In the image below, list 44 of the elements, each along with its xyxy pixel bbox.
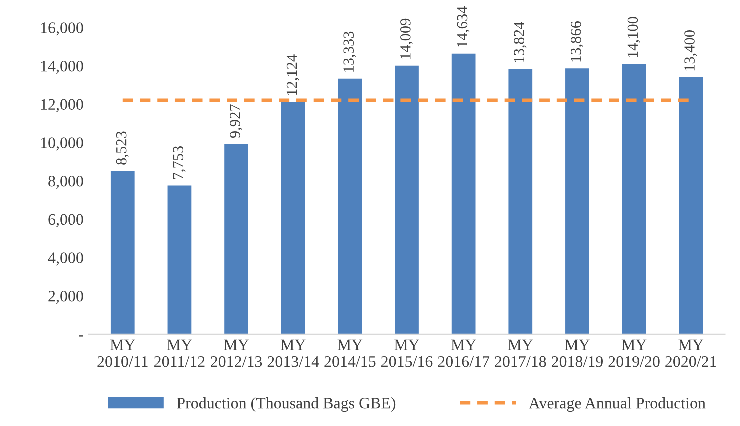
y-tick-label: 16,000	[41, 22, 84, 36]
legend-label: Production (Thousand Bags GBE)	[177, 398, 396, 412]
y-tick-label: 12,000	[41, 99, 84, 112]
x-tick-label: MY 2016/17	[438, 340, 490, 368]
data-label: 14,634	[457, 6, 470, 47]
x-tick-label: MY 2017/18	[495, 340, 546, 368]
x-tick-label: MY 2020/21	[666, 340, 716, 368]
y-tick-label: -	[79, 336, 84, 337]
y-tick-label: 10,000	[41, 138, 84, 151]
bar	[281, 102, 306, 334]
bar	[679, 78, 704, 334]
y-tick-label: 8,000	[48, 176, 84, 190]
bar	[168, 186, 192, 334]
x-tick-label: MY 2019/20	[608, 340, 660, 368]
data-label: 13,824	[514, 22, 527, 63]
data-label: 12,124	[286, 54, 300, 96]
data-label: 7,753	[173, 146, 186, 180]
bar	[224, 144, 248, 334]
x-tick-label: MY 2013/14	[268, 340, 320, 368]
bar	[566, 68, 590, 334]
data-label: 14,100	[628, 17, 640, 58]
x-tick-label: MY 2015/16	[382, 340, 433, 368]
bar	[395, 66, 419, 334]
y-tick-label: 4,000	[48, 252, 84, 266]
bar	[110, 171, 135, 334]
y-tick-label: 6,000	[48, 214, 84, 228]
x-tick-label: MY 2010/11	[98, 340, 148, 368]
x-tick-label: MY 2011/12	[154, 340, 205, 368]
data-label: 13,333	[344, 32, 356, 72]
x-tick-label: MY 2014/15	[324, 340, 376, 368]
data-label: 9,927	[230, 104, 243, 138]
data-label: 14,009	[400, 18, 414, 59]
bar	[508, 69, 533, 334]
bar	[622, 64, 646, 334]
bar	[338, 78, 362, 334]
y-tick-label: 14,000	[41, 60, 84, 74]
x-tick-label: MY 2018/19	[552, 340, 603, 368]
bar	[452, 54, 476, 334]
data-label: 13,866	[570, 21, 584, 62]
legend-label: Average Annual Production	[529, 398, 706, 412]
data-label: 8,523	[116, 132, 129, 165]
data-label: 13,400	[684, 30, 698, 71]
x-tick-label: MY 2012/13	[211, 340, 262, 368]
y-tick-label: 2,000	[48, 290, 84, 304]
